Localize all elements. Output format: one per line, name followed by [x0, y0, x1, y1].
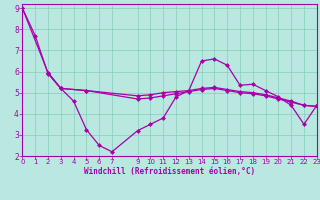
X-axis label: Windchill (Refroidissement éolien,°C): Windchill (Refroidissement éolien,°C) [84, 167, 255, 176]
